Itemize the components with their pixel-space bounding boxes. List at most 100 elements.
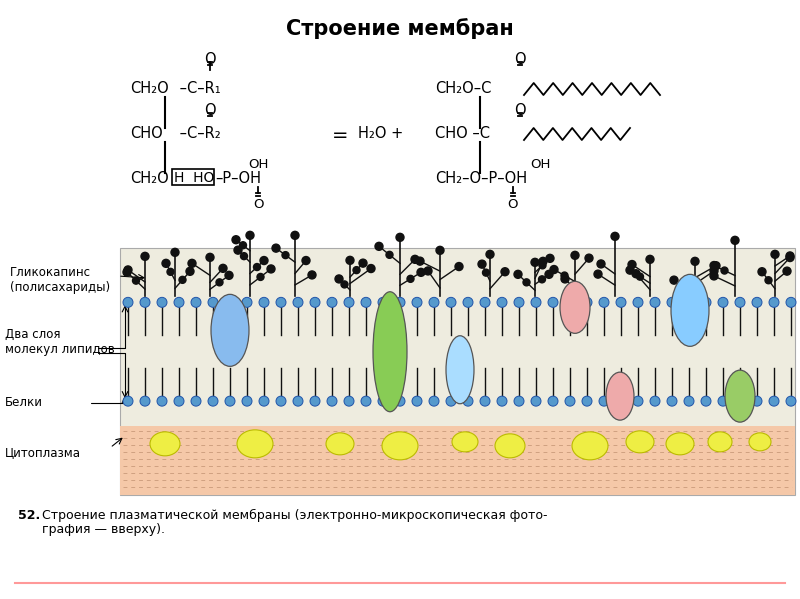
Circle shape bbox=[514, 270, 522, 279]
Circle shape bbox=[242, 396, 252, 406]
Circle shape bbox=[531, 258, 539, 267]
Circle shape bbox=[191, 396, 201, 406]
Circle shape bbox=[407, 276, 414, 282]
Circle shape bbox=[123, 268, 131, 276]
Circle shape bbox=[571, 252, 579, 259]
Circle shape bbox=[628, 261, 636, 268]
Circle shape bbox=[157, 297, 167, 307]
Ellipse shape bbox=[452, 432, 478, 452]
Circle shape bbox=[582, 297, 592, 307]
Circle shape bbox=[208, 297, 218, 307]
Circle shape bbox=[429, 297, 439, 307]
Circle shape bbox=[361, 297, 371, 307]
Circle shape bbox=[446, 396, 456, 406]
Circle shape bbox=[480, 297, 490, 307]
Circle shape bbox=[455, 262, 463, 271]
Circle shape bbox=[436, 246, 444, 255]
Circle shape bbox=[701, 396, 711, 406]
Circle shape bbox=[344, 396, 354, 406]
Bar bbox=[80, 38, 730, 243]
Circle shape bbox=[378, 396, 388, 406]
Circle shape bbox=[291, 231, 299, 240]
Text: CH₂O: CH₂O bbox=[130, 81, 169, 96]
Ellipse shape bbox=[606, 372, 634, 420]
Circle shape bbox=[174, 396, 184, 406]
Circle shape bbox=[208, 396, 218, 406]
Ellipse shape bbox=[211, 294, 249, 367]
Circle shape bbox=[531, 396, 541, 406]
Circle shape bbox=[260, 256, 268, 265]
Text: CHO –C: CHO –C bbox=[435, 126, 490, 141]
Circle shape bbox=[424, 267, 432, 275]
Circle shape bbox=[514, 396, 524, 406]
Circle shape bbox=[123, 396, 133, 406]
Circle shape bbox=[141, 252, 149, 261]
Circle shape bbox=[633, 396, 643, 406]
Ellipse shape bbox=[373, 292, 407, 412]
Circle shape bbox=[786, 253, 794, 262]
Circle shape bbox=[186, 267, 194, 276]
Text: Строение плазматической мембраны (электронно-микроскопическая фото-: Строение плазматической мембраны (электр… bbox=[42, 509, 547, 522]
Circle shape bbox=[157, 396, 167, 406]
Circle shape bbox=[359, 259, 367, 267]
Circle shape bbox=[140, 396, 150, 406]
Circle shape bbox=[417, 268, 425, 276]
Circle shape bbox=[267, 265, 275, 273]
Circle shape bbox=[718, 396, 728, 406]
Circle shape bbox=[684, 396, 694, 406]
Circle shape bbox=[561, 275, 569, 283]
Ellipse shape bbox=[749, 433, 771, 451]
Text: O: O bbox=[508, 198, 518, 211]
Text: –P–OH: –P–OH bbox=[215, 171, 261, 186]
Circle shape bbox=[523, 279, 530, 286]
Text: Белки: Белки bbox=[5, 396, 43, 409]
Circle shape bbox=[786, 252, 794, 260]
Circle shape bbox=[585, 254, 593, 262]
Circle shape bbox=[191, 297, 201, 307]
Circle shape bbox=[429, 396, 439, 406]
Circle shape bbox=[162, 259, 170, 267]
Circle shape bbox=[786, 396, 796, 406]
Circle shape bbox=[501, 268, 509, 276]
Circle shape bbox=[599, 297, 609, 307]
Text: CHO: CHO bbox=[130, 126, 162, 141]
Text: CH₂–O–P–OH: CH₂–O–P–OH bbox=[435, 171, 527, 186]
Text: O: O bbox=[253, 198, 263, 211]
Circle shape bbox=[769, 396, 779, 406]
Text: O: O bbox=[514, 52, 526, 67]
Circle shape bbox=[272, 244, 280, 252]
Circle shape bbox=[179, 276, 186, 283]
Circle shape bbox=[497, 396, 507, 406]
Ellipse shape bbox=[560, 282, 590, 333]
Ellipse shape bbox=[572, 432, 608, 460]
Circle shape bbox=[241, 253, 247, 259]
Circle shape bbox=[548, 396, 558, 406]
Circle shape bbox=[140, 297, 150, 307]
Ellipse shape bbox=[382, 432, 418, 460]
Circle shape bbox=[514, 297, 524, 307]
Circle shape bbox=[765, 277, 772, 284]
Text: Гликокапинс
(полисахариды): Гликокапинс (полисахариды) bbox=[10, 266, 110, 294]
Circle shape bbox=[308, 271, 316, 279]
Circle shape bbox=[482, 269, 490, 276]
Text: CH₂O–C: CH₂O–C bbox=[435, 81, 491, 96]
Circle shape bbox=[486, 250, 494, 258]
Circle shape bbox=[242, 297, 252, 307]
Circle shape bbox=[752, 297, 762, 307]
Circle shape bbox=[691, 258, 699, 265]
Ellipse shape bbox=[150, 432, 180, 456]
Ellipse shape bbox=[666, 433, 694, 455]
Circle shape bbox=[594, 270, 602, 278]
Circle shape bbox=[478, 260, 486, 268]
Circle shape bbox=[626, 266, 634, 274]
Circle shape bbox=[712, 262, 720, 270]
Circle shape bbox=[239, 242, 246, 249]
Bar bbox=[172, 169, 214, 185]
Circle shape bbox=[721, 267, 728, 274]
Circle shape bbox=[565, 396, 575, 406]
Circle shape bbox=[375, 243, 383, 250]
Circle shape bbox=[611, 232, 619, 240]
Text: –C–R₂: –C–R₂ bbox=[175, 126, 221, 141]
Circle shape bbox=[225, 396, 235, 406]
Circle shape bbox=[302, 256, 310, 265]
